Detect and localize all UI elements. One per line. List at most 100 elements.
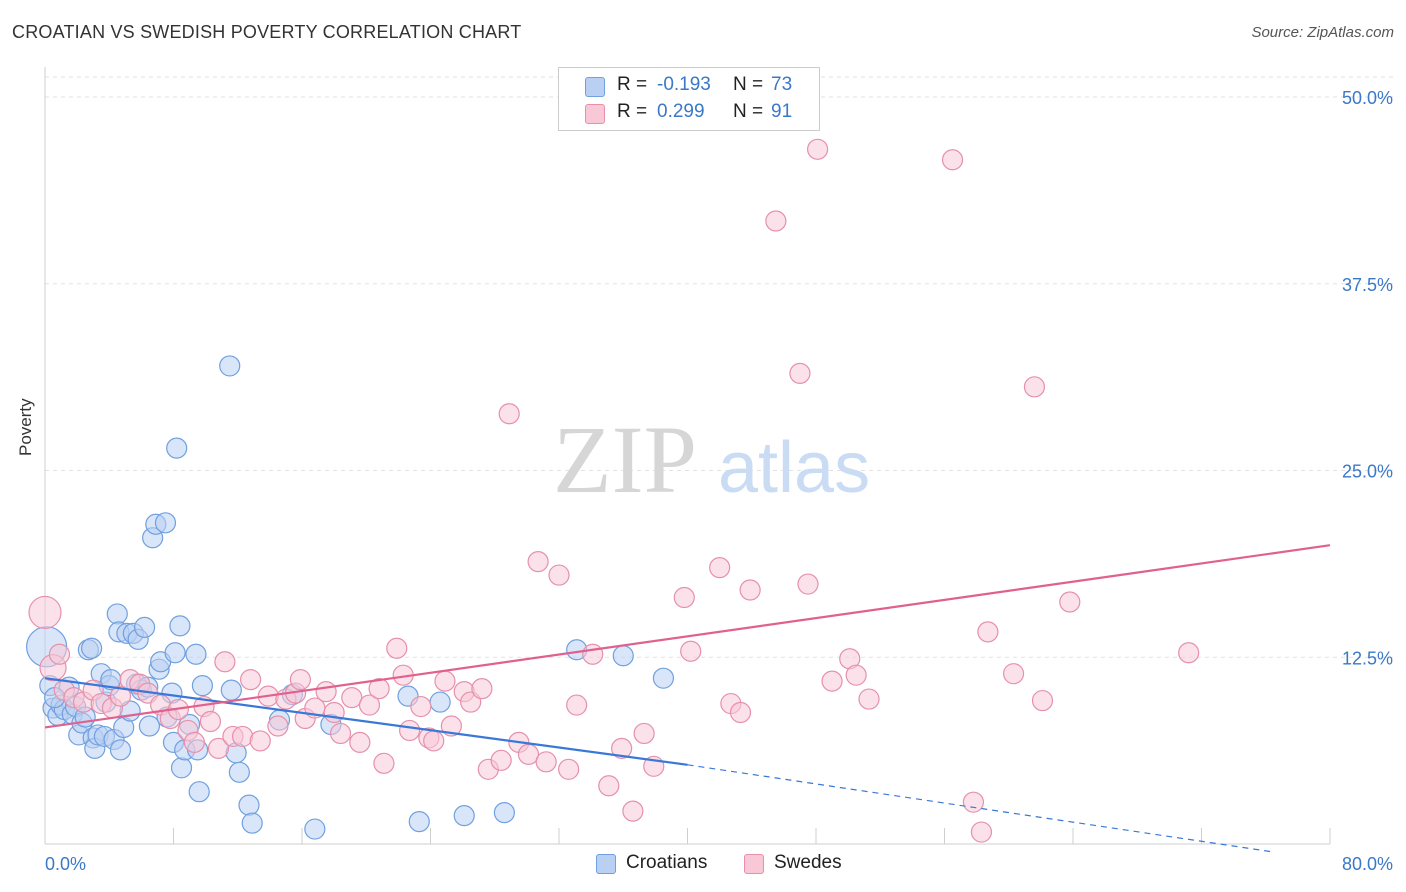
croatians-point-35 [138,715,161,737]
croatians-point-13 [80,637,103,659]
y-tick-label-0: 12.5% [1342,648,1393,668]
swedes-point-82 [962,791,985,813]
swedes-point-64 [622,800,644,822]
swedes-point-32 [315,681,337,703]
swedes-point-74 [789,362,811,384]
swedes-point-60 [566,694,588,716]
croatians-point-54 [219,355,241,377]
swedes-point-19 [207,737,230,759]
croatians-point-50 [185,643,207,665]
swedes-point-34 [329,722,352,745]
chart-title: CROATIAN VS SWEDISH POVERTY CORRELATION … [12,22,522,42]
swedes-point-71 [729,701,752,724]
swedes-point-29 [289,669,311,691]
swedes-point-24 [249,730,271,752]
legend-r-label: R = [617,74,648,95]
swedes-point-65 [633,722,655,745]
swedes-point-76 [807,138,829,160]
correlation-legend: R = -0.193 N = 73 R = 0.299 N = 91 [558,67,820,131]
legend-r-value: 0.299 [657,101,705,122]
croatians-point-45 [166,437,188,459]
bottom-legend-label-swedes: Swedes [774,852,842,873]
croatians-point-70 [612,645,634,667]
swedes-point-88 [1059,591,1081,613]
croatians-point-62 [304,818,326,840]
swedes-point-26 [267,715,289,737]
swedes-point-8 [109,685,132,707]
swedes-point-73 [765,210,787,232]
swedes-point-39 [373,752,395,774]
swedes-point-20 [214,651,236,673]
swedes-point-35 [341,686,363,709]
swedes-point-62 [598,775,620,797]
croatians-point-25 [109,739,132,761]
watermark-atlas: atlas [718,428,870,508]
swedes-point-46 [434,670,456,692]
legend-n-label: N = [733,74,764,95]
croatians-point-68 [493,802,515,824]
swedes-point-50 [471,678,493,700]
swedes-point-61 [582,643,604,665]
swedes-point-63 [611,737,633,759]
swedes-point-81 [941,149,964,171]
swedes-point-0 [28,595,62,630]
croatians-point-44 [164,642,186,664]
swedes-point-38 [368,678,390,700]
croatians-point-59 [241,812,263,834]
legend-swatch-croatians [585,77,605,97]
swedes-point-56 [527,551,549,573]
legend-swatch-swedes [585,104,605,124]
legend-n-value: 73 [771,74,793,95]
y-tick-label-1: 25.0% [1342,462,1393,482]
swedes-point-53 [498,403,520,425]
swedes-point-89 [1178,642,1200,664]
croatians-point-57 [228,761,250,783]
croatians-point-53 [191,675,214,697]
swedes-point-75 [797,573,819,595]
swedes-point-23 [240,669,262,691]
y-tick-label-3: 50.0% [1342,88,1393,108]
watermark-zip: ZIP [553,406,697,513]
series-swedes [28,138,1200,843]
swedes-point-45 [423,730,445,752]
croatians-point-40 [154,512,177,534]
x-tick-label-max: 80.0% [1342,854,1393,874]
croatians-point-33 [133,616,156,638]
croatians-point-71 [652,667,675,689]
swedes-point-42 [399,719,421,742]
swedes-point-59 [558,758,580,780]
bottom-legend-swatch-croatians [596,854,616,874]
croatians-point-46 [169,615,191,637]
y-tick-label-2: 37.5% [1342,275,1393,295]
swedes-trend-line [44,544,1331,729]
swedes-point-18 [199,710,222,733]
swedes-point-83 [970,821,993,843]
swedes-point-33 [323,701,345,724]
croatians-point-66 [429,691,451,713]
croatians-point-47 [170,757,193,779]
x-tick-label-min: 0.0% [45,854,86,874]
swedes-point-84 [977,621,999,643]
croatians-point-23 [106,603,128,625]
croatians-trend-line [44,677,688,766]
swedes-point-47 [440,715,462,737]
swedes-point-68 [680,640,702,662]
swedes-point-86 [1023,376,1046,398]
swedes-point-67 [673,586,695,609]
swedes-point-22 [231,725,254,748]
swedes-point-52 [490,749,512,771]
bottom-legend-swatch-swedes [744,854,764,874]
swedes-point-58 [548,564,570,586]
swedes-point-77 [821,670,843,692]
swedes-point-36 [349,731,371,754]
swedes-point-79 [845,664,867,686]
croatians-point-52 [188,781,210,803]
legend-n-value: 91 [771,101,793,122]
swedes-point-80 [858,688,880,710]
swedes-point-37 [358,694,381,716]
swedes-point-90 [48,643,71,665]
watermark: ZIP atlas [553,406,870,513]
swedes-point-43 [410,695,432,718]
croatians-point-58 [238,794,260,816]
